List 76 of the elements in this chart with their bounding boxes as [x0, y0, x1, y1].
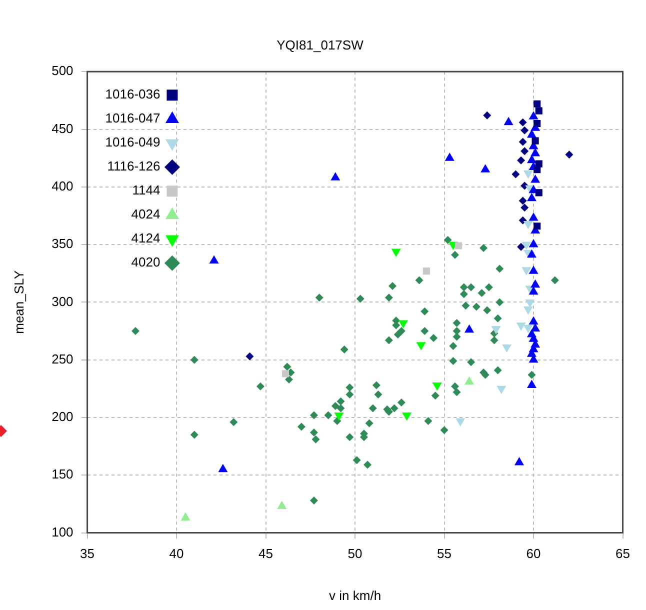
- point: [518, 118, 527, 126]
- point: [517, 242, 526, 251]
- point: [246, 352, 254, 360]
- y-tick-label: 300: [52, 294, 74, 309]
- point: [530, 148, 540, 156]
- point: [526, 249, 536, 258]
- y-tick-label: 400: [52, 178, 74, 194]
- point: [530, 174, 540, 183]
- point: [528, 266, 538, 274]
- y-tick-label: 100: [52, 524, 74, 540]
- point: [464, 324, 474, 333]
- point: [209, 255, 219, 264]
- y-tick-label: 500: [52, 63, 74, 78]
- x-tick-label: 60: [526, 546, 541, 562]
- legend-label: 1116-126: [107, 158, 160, 174]
- point: [526, 154, 536, 164]
- x-tick-label: 55: [437, 546, 452, 562]
- point: [528, 286, 538, 295]
- point: [518, 138, 527, 146]
- x-tick-label: 45: [258, 546, 274, 562]
- point: [528, 111, 538, 120]
- point: [518, 216, 527, 224]
- x-tick-label: 35: [80, 546, 95, 562]
- y-tick-label: 350: [52, 236, 74, 252]
- legend-label: 4124: [131, 230, 160, 246]
- point: [444, 152, 454, 161]
- point: [526, 192, 536, 202]
- point: [480, 164, 490, 172]
- point: [534, 222, 541, 230]
- point: [422, 268, 430, 275]
- legend-label: 4020: [131, 254, 160, 270]
- point: [565, 150, 574, 159]
- legend-label: 1016-036: [105, 86, 160, 102]
- legend-label: 1144: [132, 182, 160, 198]
- point: [520, 126, 529, 134]
- point: [282, 370, 289, 378]
- point: [455, 242, 462, 250]
- y-axis-title: mean_SLY: [11, 270, 26, 334]
- point: [528, 239, 538, 248]
- y-tick-label: 250: [52, 351, 74, 366]
- point: [520, 147, 529, 156]
- point: [180, 512, 190, 521]
- point: [520, 204, 529, 212]
- point: [514, 456, 524, 466]
- point: [517, 156, 526, 164]
- x-axis-title: v in km/h: [329, 588, 382, 603]
- y-tick-label: 200: [52, 409, 74, 424]
- point: [277, 500, 287, 510]
- point: [218, 464, 228, 472]
- y-tick-label: 450: [52, 120, 74, 136]
- point: [534, 166, 541, 174]
- legend-label: 1016-047: [105, 110, 160, 126]
- point: [504, 116, 514, 126]
- x-tick-label: 65: [616, 546, 630, 562]
- y-tick-label: 150: [52, 466, 74, 482]
- point: [483, 111, 492, 120]
- point: [528, 316, 538, 325]
- point: [330, 172, 340, 180]
- point: [512, 170, 520, 178]
- point: [526, 130, 536, 138]
- point: [534, 120, 541, 128]
- point: [532, 137, 539, 144]
- point: [528, 212, 538, 221]
- chart-title: YQI81_017SW: [276, 37, 364, 52]
- point: [535, 107, 542, 114]
- point: [534, 100, 541, 108]
- x-tick-label: 40: [169, 546, 184, 562]
- point: [464, 376, 474, 385]
- legend-label: 1016-049: [105, 134, 160, 150]
- point: [530, 323, 540, 332]
- point: [530, 279, 540, 288]
- x-tick-label: 50: [348, 546, 362, 562]
- legend-label: 4024: [131, 206, 160, 222]
- point: [535, 189, 542, 196]
- point: [518, 196, 527, 205]
- point: [526, 380, 536, 388]
